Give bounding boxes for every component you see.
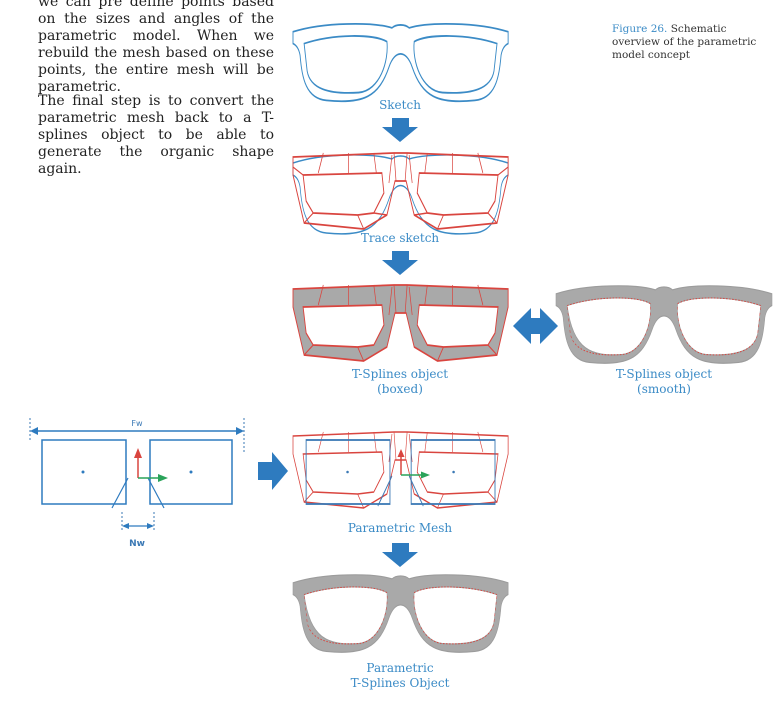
- body-paragraph-1: we can pre define points based on the si…: [38, 0, 274, 95]
- stage-label-final-2: T-Splines Object: [351, 676, 450, 690]
- body-paragraph-2: The final step is to convert the paramet…: [38, 93, 274, 177]
- stage-label-smooth-2: (smooth): [637, 382, 691, 396]
- arrow-down-icon: [382, 251, 418, 275]
- figure-caption: Figure 26. Schematic overview of the par…: [612, 23, 762, 62]
- figure-number: Figure 26.: [612, 23, 668, 35]
- stage-label-boxed-2: (boxed): [377, 382, 423, 396]
- parametric-schematic: Fw Nw: [29, 418, 245, 549]
- stage-label-trace: Trace sketch: [361, 231, 440, 245]
- tsplines-boxed-glasses: [292, 284, 509, 362]
- stage-label-boxed-1: T-Splines object: [352, 367, 448, 381]
- arrow-down-icon: [382, 118, 418, 142]
- sketch-glasses: [292, 22, 510, 103]
- stage-label-smooth-1: T-Splines object: [616, 367, 712, 381]
- stage-label-final-1: Parametric: [366, 661, 433, 675]
- nose-width-label: Nw: [129, 539, 145, 549]
- stage-label-param-mesh: Parametric Mesh: [348, 521, 453, 535]
- trace-sketch-glasses: [292, 152, 510, 235]
- arrow-right-icon: [258, 452, 288, 490]
- arrow-down-icon: [382, 543, 418, 567]
- figure-caption-text: Schematic overview of the parametric mod…: [612, 23, 757, 61]
- axis-up-arrowhead-icon: [397, 449, 405, 457]
- double-arrow-icon: [513, 308, 558, 344]
- axis-right-arrowhead-icon: [421, 471, 430, 479]
- tsplines-smooth-glasses: [555, 285, 773, 364]
- stage-label-sketch: Sketch: [379, 98, 421, 112]
- frame-width-label: Fw: [131, 419, 143, 428]
- parametric-mesh-glasses: [292, 431, 509, 509]
- parametric-tsplines-glasses: [292, 574, 509, 653]
